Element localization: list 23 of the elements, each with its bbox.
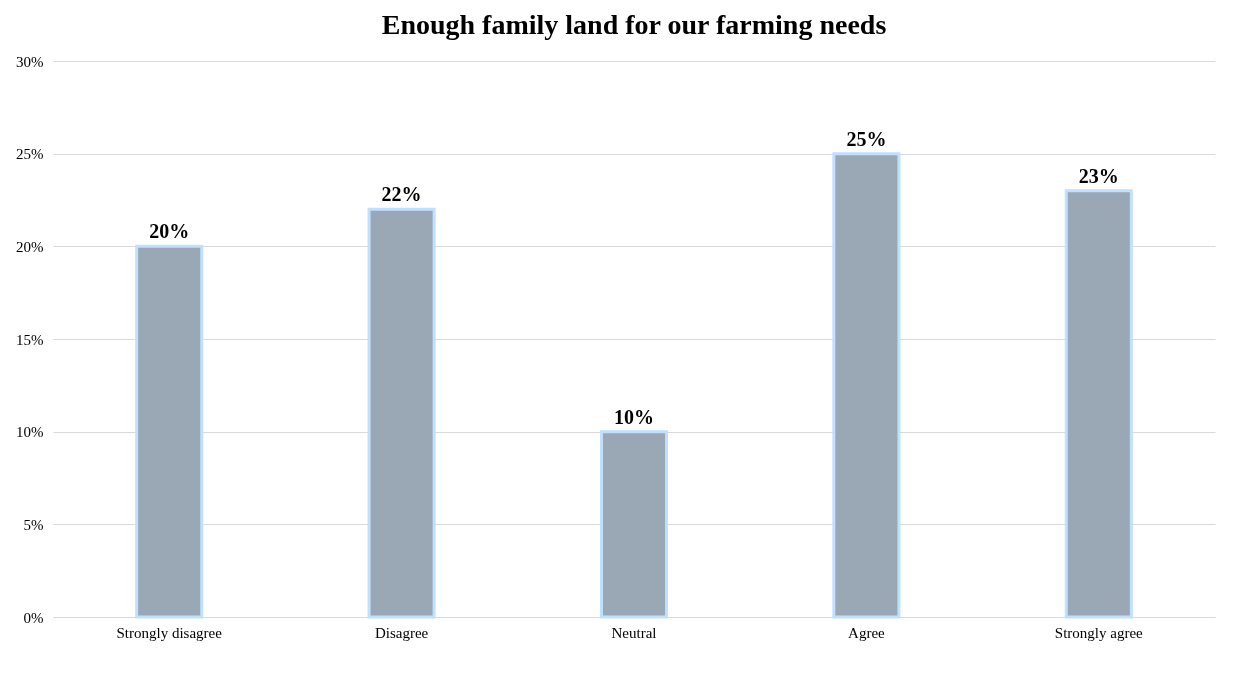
y-tick-label: 5% [23, 516, 44, 533]
bar [599, 430, 669, 619]
bar [1064, 189, 1133, 619]
bar [135, 244, 204, 619]
x-tick-label: Neutral [611, 624, 657, 641]
y-tick-label: 15% [16, 331, 44, 348]
bar [832, 152, 901, 619]
y-tick-label: 30% [16, 53, 44, 70]
x-tick-label: Disagree [374, 624, 429, 641]
data-label: 23% [1078, 164, 1119, 187]
chart-title: Enough family land for our farming needs [381, 9, 887, 40]
y-tick-label: 20% [16, 238, 44, 255]
x-tick-label: Strongly agree [1054, 624, 1144, 641]
data-label: 20% [149, 220, 190, 243]
data-label: 25% [846, 127, 887, 150]
data-label: 22% [381, 183, 422, 206]
bar [367, 207, 436, 619]
y-tick-label: 10% [16, 424, 44, 441]
y-tick-label: 0% [23, 609, 44, 626]
x-tick-label: Strongly disagree [116, 624, 223, 641]
y-tick-label: 25% [16, 146, 44, 163]
data-label: 10% [614, 405, 654, 428]
x-tick-label: Agree [848, 624, 886, 641]
